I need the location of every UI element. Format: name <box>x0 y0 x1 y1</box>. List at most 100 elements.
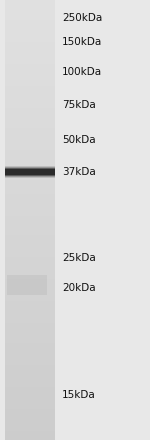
Bar <box>5 33 55 35</box>
Bar <box>5 244 55 246</box>
Bar <box>5 374 55 376</box>
Bar <box>5 279 55 282</box>
Text: 37kDa: 37kDa <box>62 167 96 177</box>
Bar <box>5 13 55 15</box>
Bar <box>5 35 55 37</box>
Bar <box>5 147 55 150</box>
Bar <box>5 46 55 48</box>
Bar <box>5 268 55 271</box>
Bar <box>5 251 55 253</box>
Bar <box>5 414 55 416</box>
Bar <box>5 15 55 18</box>
Bar <box>5 238 55 240</box>
Bar <box>5 376 55 378</box>
Bar <box>5 220 55 222</box>
Bar <box>5 301 55 304</box>
Bar <box>5 429 55 431</box>
Bar <box>5 121 55 123</box>
Bar <box>5 224 55 227</box>
Bar <box>5 18 55 20</box>
Bar <box>5 44 55 46</box>
Bar <box>5 81 55 84</box>
Bar <box>5 70 55 73</box>
Bar <box>5 169 55 175</box>
Bar <box>5 161 55 163</box>
Bar <box>5 363 55 365</box>
Bar <box>5 24 55 26</box>
Bar <box>5 433 55 436</box>
Text: 15kDa: 15kDa <box>62 390 96 400</box>
Bar <box>5 88 55 90</box>
Bar <box>5 84 55 86</box>
Text: 100kDa: 100kDa <box>62 67 102 77</box>
Text: 25kDa: 25kDa <box>62 253 96 263</box>
Bar <box>5 77 55 79</box>
Bar <box>5 97 55 99</box>
Bar <box>5 381 55 383</box>
Bar <box>5 187 55 189</box>
Bar <box>5 168 55 176</box>
Bar <box>5 9 55 11</box>
Bar <box>5 143 55 145</box>
Bar <box>5 264 55 266</box>
Bar <box>5 227 55 229</box>
Bar <box>5 103 55 106</box>
Bar <box>5 48 55 51</box>
Text: 150kDa: 150kDa <box>62 37 102 47</box>
Bar <box>5 68 55 70</box>
Bar <box>5 167 55 177</box>
Bar <box>5 231 55 233</box>
Bar <box>5 266 55 268</box>
Bar <box>5 134 55 136</box>
Bar <box>5 59 55 62</box>
Bar <box>5 209 55 211</box>
Bar <box>5 431 55 433</box>
Bar <box>5 312 55 315</box>
Bar <box>5 436 55 438</box>
Bar <box>5 114 55 117</box>
Bar <box>5 290 55 293</box>
Bar <box>5 427 55 429</box>
Bar <box>5 422 55 425</box>
Bar <box>5 0 55 2</box>
Bar <box>5 31 55 33</box>
Bar <box>5 420 55 422</box>
Text: 75kDa: 75kDa <box>62 100 96 110</box>
Bar <box>5 166 55 178</box>
Bar <box>5 253 55 255</box>
Bar <box>5 92 55 95</box>
Bar <box>5 409 55 411</box>
Bar <box>5 275 55 277</box>
Text: 250kDa: 250kDa <box>62 13 102 23</box>
Bar <box>5 348 55 350</box>
Bar <box>5 139 55 141</box>
Bar <box>5 185 55 187</box>
Bar <box>5 11 55 13</box>
Bar <box>5 411 55 414</box>
Bar <box>5 370 55 372</box>
Bar <box>5 416 55 418</box>
Bar <box>5 398 55 400</box>
Bar <box>5 119 55 121</box>
Bar <box>5 438 55 440</box>
Bar <box>5 125 55 128</box>
Bar <box>5 86 55 88</box>
Bar <box>5 372 55 374</box>
Bar <box>5 211 55 213</box>
Bar <box>5 90 55 92</box>
Text: 50kDa: 50kDa <box>62 135 96 145</box>
Bar <box>5 158 55 161</box>
Bar <box>5 387 55 389</box>
Bar <box>5 330 55 332</box>
Bar <box>5 257 55 260</box>
Bar <box>7 275 47 295</box>
Bar <box>5 167 55 169</box>
Bar <box>5 356 55 359</box>
Bar <box>5 29 55 31</box>
Bar <box>5 130 55 132</box>
Bar <box>5 20 55 22</box>
Bar <box>5 343 55 345</box>
Bar <box>5 163 55 165</box>
Bar <box>5 235 55 238</box>
Bar <box>5 326 55 328</box>
